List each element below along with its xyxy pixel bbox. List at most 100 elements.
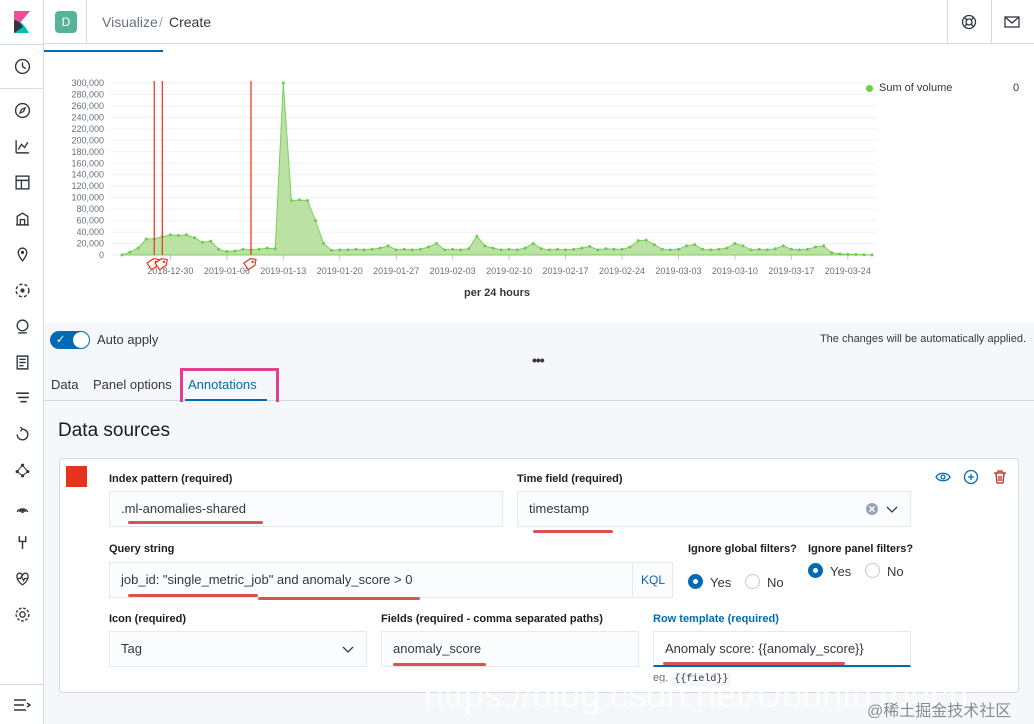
data-point: [370, 247, 374, 251]
annotation-tag-icon[interactable]: [242, 256, 258, 271]
hint-code: {{field}}: [671, 673, 732, 686]
tab-data[interactable]: Data: [51, 377, 79, 392]
data-point: [709, 248, 713, 252]
ignore-global-yes-label: Yes: [710, 575, 732, 590]
data-point: [725, 246, 729, 250]
siem-icon[interactable]: [12, 460, 32, 480]
stack-monitoring-icon[interactable]: [12, 568, 32, 588]
breadcrumb-separator: /: [159, 14, 163, 30]
data-point: [233, 249, 237, 253]
data-point: [660, 247, 664, 251]
ignore-panel-no-radio[interactable]: [865, 563, 880, 578]
data-point: [523, 246, 527, 250]
data-point: [781, 244, 785, 248]
auto-apply-toggle[interactable]: ✓: [50, 331, 90, 349]
query-string-label: Query string: [109, 543, 175, 555]
ignore-global-yes-radio[interactable]: [688, 574, 703, 589]
data-point: [717, 247, 721, 251]
clock-icon[interactable]: [12, 56, 32, 76]
data-point: [289, 199, 293, 203]
time-field-select[interactable]: timestamp: [517, 491, 911, 527]
maps-icon[interactable]: [12, 244, 32, 264]
visualize-icon[interactable]: [12, 136, 32, 156]
data-point: [193, 236, 197, 240]
x-tick-label: 2019-03-03: [655, 266, 701, 276]
left-nav: [0, 0, 44, 724]
eye-icon[interactable]: [935, 469, 951, 485]
data-point: [846, 252, 850, 256]
data-point: [580, 246, 584, 250]
ignore-global-no-label: No: [767, 575, 784, 590]
data-point: [443, 248, 447, 252]
dev-tools-icon[interactable]: [12, 532, 32, 552]
ignore-global-no-radio[interactable]: [745, 574, 760, 589]
management-icon[interactable]: [12, 604, 32, 624]
annotation-tag-icon[interactable]: [154, 256, 169, 271]
data-point: [410, 248, 414, 252]
icon-select-value: Tag: [121, 641, 142, 656]
compass-icon[interactable]: [12, 100, 32, 120]
icon-select[interactable]: Tag: [109, 631, 367, 667]
data-point: [209, 239, 213, 243]
data-point: [491, 246, 495, 250]
row-template-input[interactable]: Anomaly score: {{anomaly_score}}: [653, 631, 911, 667]
space-avatar[interactable]: D: [55, 11, 77, 33]
data-point: [297, 198, 301, 202]
data-point: [185, 233, 189, 237]
y-tick-label: 20,000: [76, 239, 104, 249]
data-point: [789, 247, 793, 251]
help-icon[interactable]: [959, 12, 979, 32]
query-string-input[interactable]: job_id: "single_metric_job" and anomaly_…: [109, 562, 673, 598]
apm-icon[interactable]: [12, 388, 32, 408]
breadcrumb-visualize[interactable]: Visualize: [102, 14, 158, 30]
kql-language-button[interactable]: KQL: [632, 562, 673, 598]
data-point: [564, 248, 568, 252]
chevron-down-icon[interactable]: [886, 504, 898, 514]
ignore-global-label: Ignore global filters?: [688, 543, 797, 555]
clear-icon[interactable]: [865, 502, 879, 516]
kibana-logo-icon[interactable]: [11, 11, 33, 33]
breadcrumb-create: Create: [169, 14, 212, 30]
delete-icon[interactable]: [992, 469, 1008, 485]
row-template-label: Row template (required): [653, 613, 779, 625]
data-point: [588, 244, 592, 248]
ignore-panel-no-label: No: [887, 564, 904, 579]
annotation-color-swatch[interactable]: [66, 466, 87, 487]
more-options-icon[interactable]: •••: [532, 352, 545, 368]
legend-item[interactable]: Sum of volume: [866, 82, 952, 94]
mail-icon[interactable]: [1002, 12, 1022, 32]
data-point: [257, 247, 261, 251]
chevron-down-icon[interactable]: [342, 644, 354, 654]
data-point: [281, 81, 285, 85]
data-point: [435, 242, 439, 246]
watermark-site: @稀土掘金技术社区: [867, 703, 1012, 720]
monitoring-icon[interactable]: [12, 496, 32, 516]
data-point: [330, 248, 334, 252]
legend-dot-icon: [866, 84, 873, 92]
uptime-icon[interactable]: [12, 424, 32, 444]
logs-icon[interactable]: [12, 352, 32, 372]
ignore-panel-label: Ignore panel filters?: [808, 543, 914, 555]
index-pattern-label: Index pattern (required): [109, 473, 233, 485]
canvas-icon[interactable]: [12, 208, 32, 228]
data-point: [741, 244, 745, 248]
tab-annotations[interactable]: Annotations: [188, 377, 257, 392]
legend-value: 0: [1013, 82, 1020, 94]
dashboard-icon[interactable]: [12, 172, 32, 192]
data-point: [604, 247, 608, 251]
fields-input[interactable]: anomaly_score: [381, 631, 639, 667]
ml-icon[interactable]: [12, 280, 32, 300]
data-point: [168, 233, 172, 237]
tab-panel-options[interactable]: Panel options: [93, 377, 172, 392]
graph-icon[interactable]: [12, 316, 32, 336]
x-tick-label: 2019-02-10: [486, 266, 532, 276]
add-icon[interactable]: [963, 469, 979, 485]
collapse-menu-icon[interactable]: [12, 697, 32, 713]
ignore-panel-yes-radio[interactable]: [808, 563, 823, 578]
y-tick-label: 40,000: [76, 227, 104, 237]
icon-label: Icon (required): [109, 613, 187, 625]
header: D Visualize / Create: [44, 0, 1034, 44]
active-tab-underline: [185, 399, 267, 401]
data-point: [620, 247, 624, 251]
check-icon: ✓: [56, 334, 66, 346]
